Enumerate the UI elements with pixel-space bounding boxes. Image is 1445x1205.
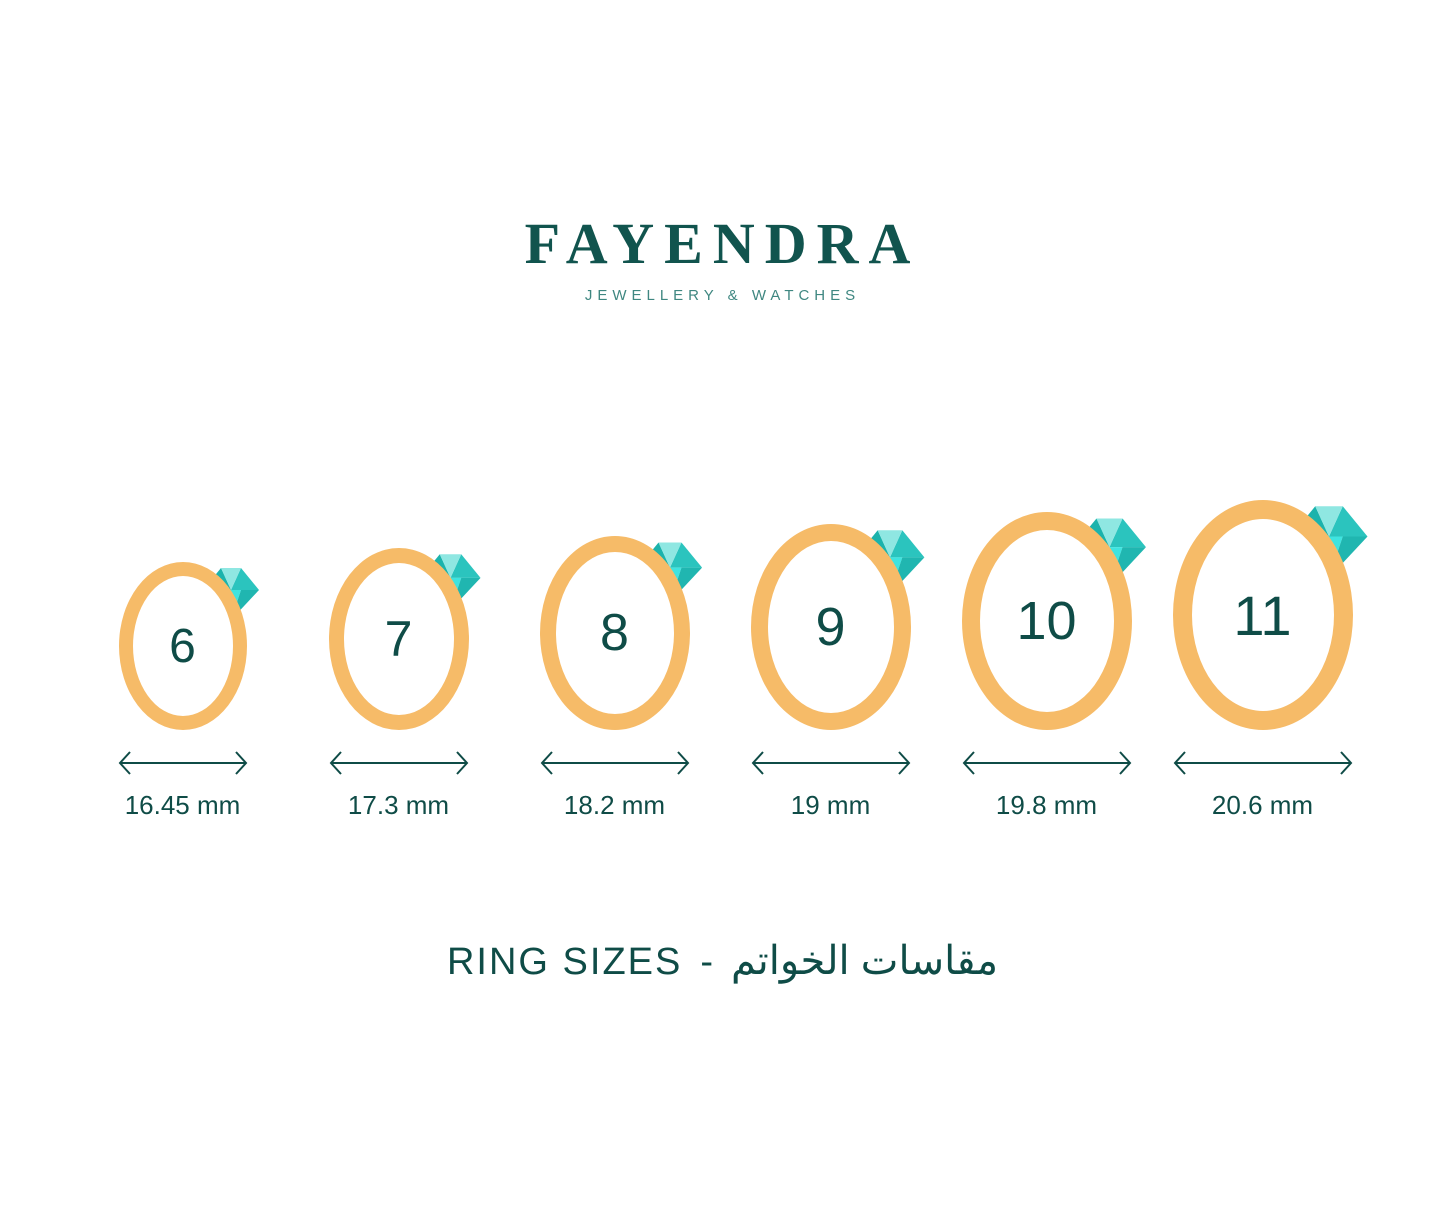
ring-visual-6: 6 (119, 480, 247, 730)
measure-icon-6 (118, 748, 248, 778)
ring-visual-10: 10 (962, 480, 1132, 730)
ring-band-9[interactable]: 9 (751, 524, 911, 730)
ring-mm-label-8: 18.2 mm (564, 790, 665, 821)
brand-title: FAYENDRA (0, 210, 1445, 277)
ring-mm-label-11: 20.6 mm (1212, 790, 1313, 821)
ring-mm-label-6: 16.45 mm (125, 790, 241, 821)
measure-icon-8 (540, 748, 690, 778)
measure-icon-11 (1173, 748, 1353, 778)
ring-visual-9: 9 (751, 480, 911, 730)
rings-list: 6 16.45 mm (0, 480, 1445, 821)
footer-english-label: RING SIZES (447, 941, 682, 984)
ring-item-6[interactable]: 6 16.45 mm (88, 480, 278, 821)
ring-item-10[interactable]: 10 19.8 mm (952, 480, 1142, 821)
footer-separator: - (700, 941, 713, 984)
measure-icon-7 (329, 748, 469, 778)
ring-size-label-7: 7 (385, 610, 413, 668)
ring-item-8[interactable]: 8 18.2 mm (520, 480, 710, 821)
ring-size-label-9: 9 (815, 596, 845, 658)
brand-header: FAYENDRA JEWELLERY & WATCHES (0, 210, 1445, 304)
footer-caption: RING SIZES - مقاسات الخواتم (0, 938, 1445, 984)
ring-item-7[interactable]: 7 17.3 mm (304, 480, 494, 821)
ring-item-9[interactable]: 9 19 mm (736, 480, 926, 821)
ring-band-10[interactable]: 10 (962, 512, 1132, 730)
ring-band-7[interactable]: 7 (329, 548, 469, 730)
ring-mm-label-9: 19 mm (791, 790, 870, 821)
ring-size-label-10: 10 (1016, 590, 1076, 652)
ring-size-label-6: 6 (169, 619, 196, 674)
ring-size-label-8: 8 (600, 603, 629, 663)
ring-band-11[interactable]: 11 (1173, 500, 1353, 730)
ring-item-11[interactable]: 11 20.6 mm (1168, 480, 1358, 821)
ring-visual-7: 7 (329, 480, 469, 730)
footer-arabic-label: مقاسات الخواتم (731, 938, 998, 984)
ring-mm-label-10: 19.8 mm (996, 790, 1097, 821)
ring-band-8[interactable]: 8 (540, 536, 690, 730)
brand-subtitle: JEWELLERY & WATCHES (0, 287, 1445, 304)
ring-visual-8: 8 (540, 480, 690, 730)
ring-mm-label-7: 17.3 mm (348, 790, 449, 821)
ring-size-guide-page: FAYENDRA JEWELLERY & WATCHES 6 (0, 0, 1445, 1205)
measure-icon-9 (751, 748, 911, 778)
ring-size-label-11: 11 (1233, 583, 1291, 648)
measure-icon-10 (962, 748, 1132, 778)
ring-band-6[interactable]: 6 (119, 562, 247, 730)
ring-visual-11: 11 (1173, 480, 1353, 730)
